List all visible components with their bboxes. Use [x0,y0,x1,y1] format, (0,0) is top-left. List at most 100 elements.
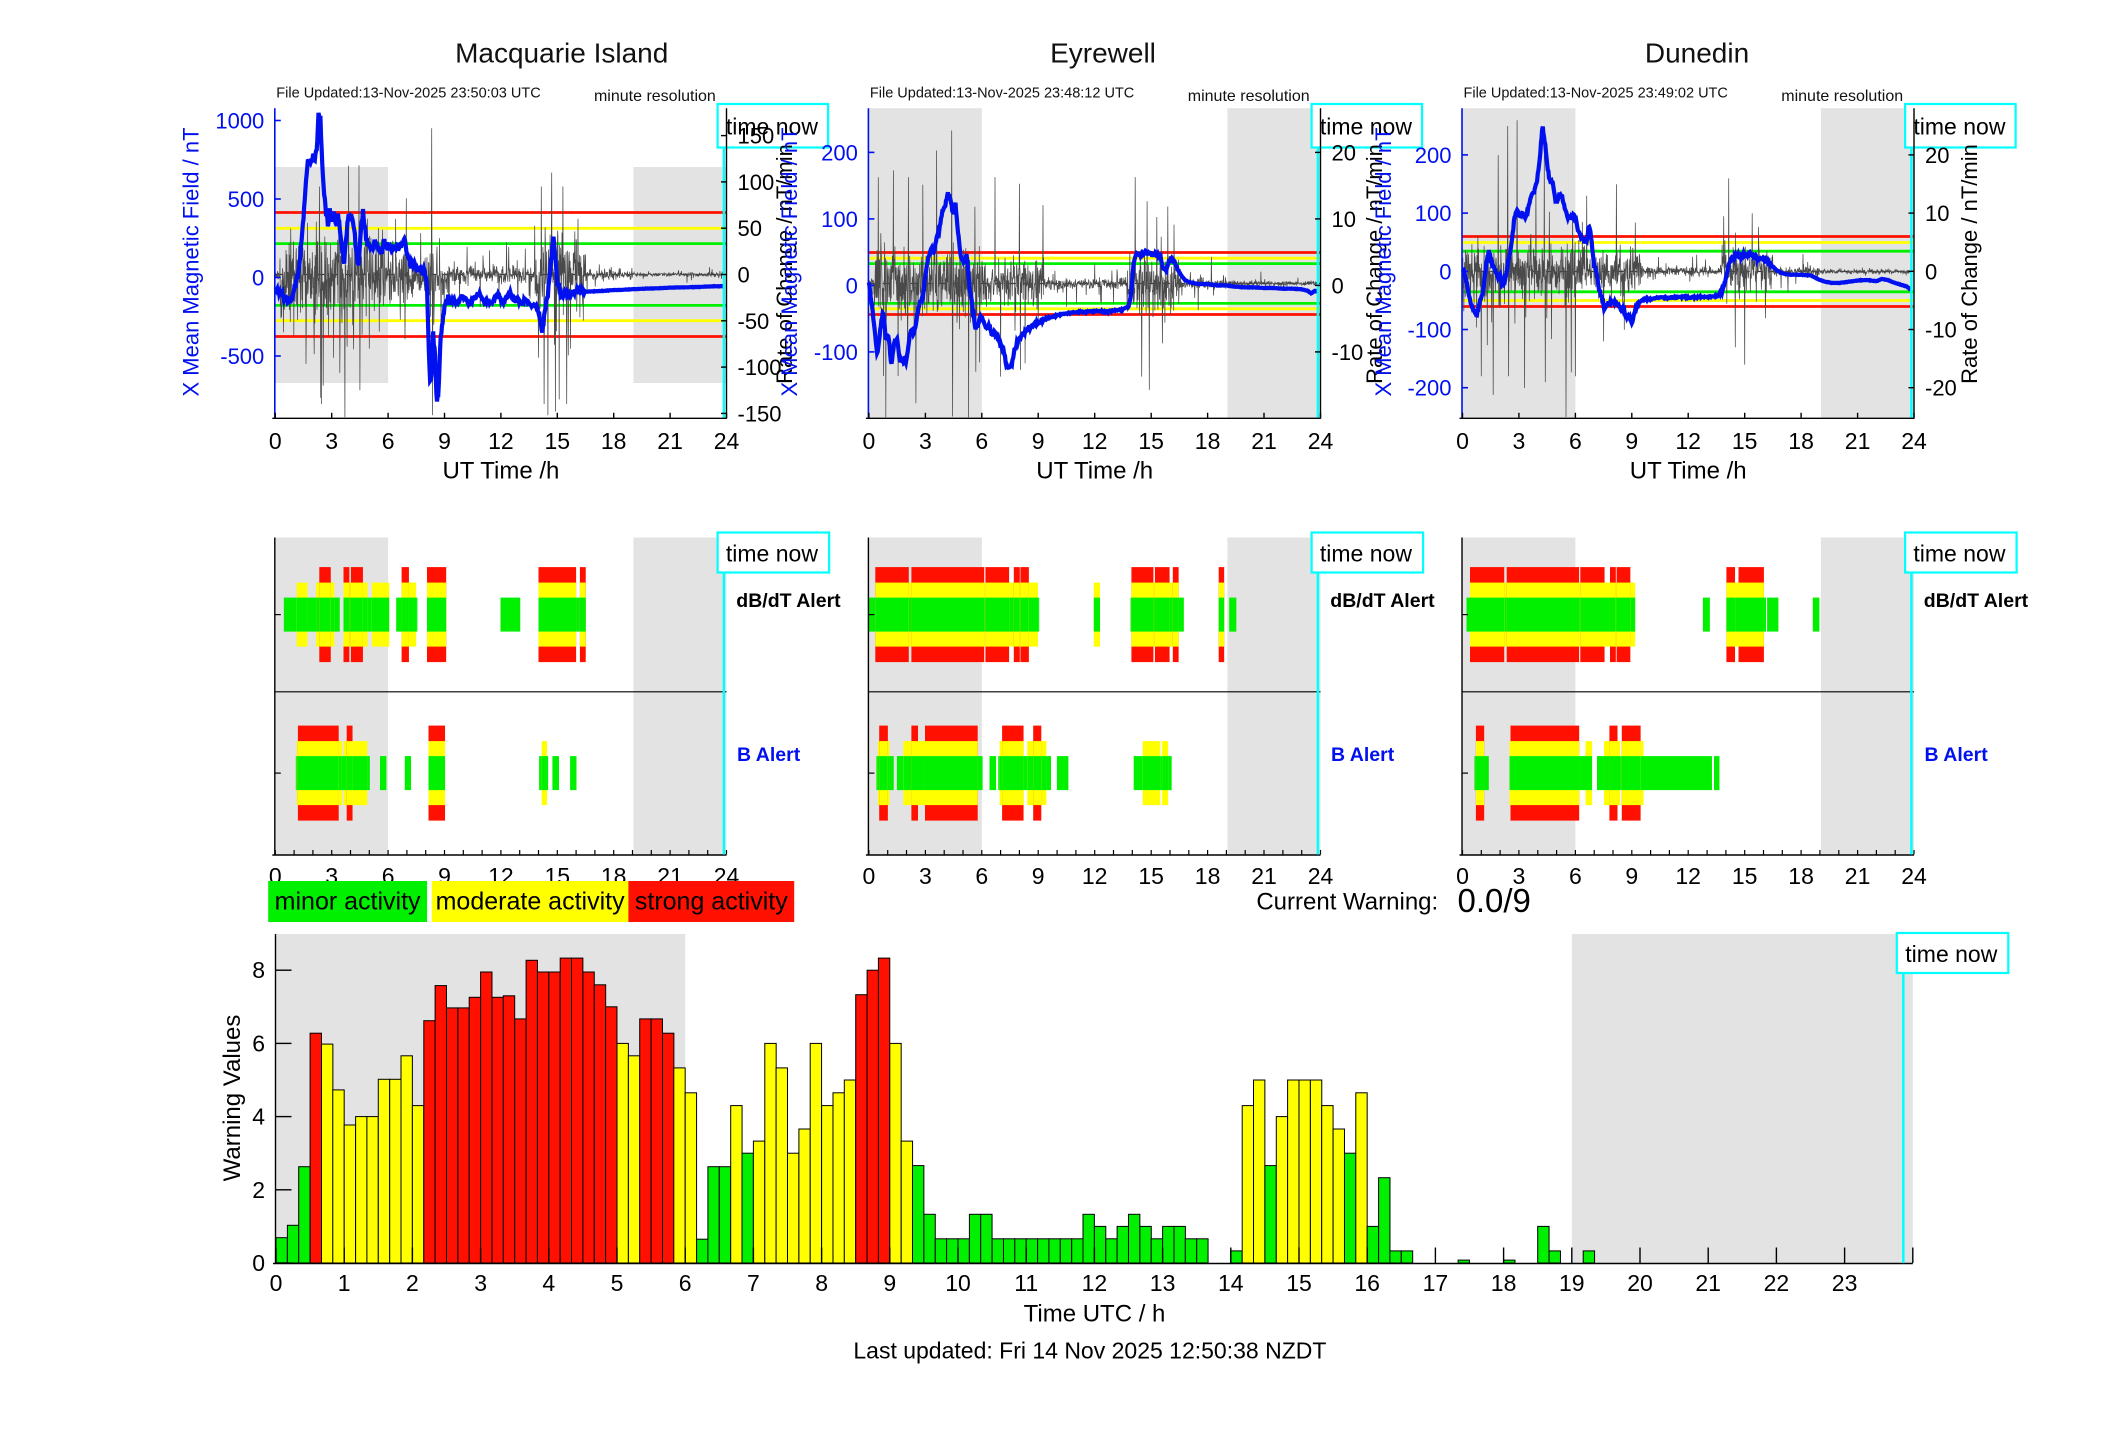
svg-text:0: 0 [1925,259,1937,284]
svg-text:dB/dT Alert: dB/dT Alert [1924,590,2029,612]
svg-text:50: 50 [738,216,762,241]
svg-text:15: 15 [545,428,571,454]
svg-text:0: 0 [846,273,858,298]
svg-text:minute resolution: minute resolution [1781,88,1903,105]
svg-text:12: 12 [488,428,514,454]
svg-text:500: 500 [228,187,265,212]
svg-text:9: 9 [1625,863,1638,889]
svg-text:time now: time now [726,541,818,567]
svg-text:15: 15 [1286,1270,1312,1296]
svg-text:-150: -150 [738,401,782,426]
svg-text:12: 12 [1082,428,1108,454]
svg-text:Eyrewell: Eyrewell [1050,37,1156,68]
svg-text:10: 10 [945,1270,971,1296]
svg-text:Warning Values: Warning Values [219,1015,246,1182]
svg-text:0.0/9: 0.0/9 [1458,882,1531,919]
svg-text:3: 3 [919,428,932,454]
svg-text:6: 6 [252,1030,265,1056]
svg-text:-10: -10 [1925,318,1957,343]
svg-text:200: 200 [821,140,858,165]
svg-text:-100: -100 [738,355,782,380]
svg-text:100: 100 [821,207,858,232]
svg-text:Rate of Change / nT/min: Rate of Change / nT/min [1362,144,1387,384]
svg-text:B Alert: B Alert [1925,744,1989,766]
svg-text:12: 12 [1675,428,1701,454]
svg-text:6: 6 [1569,863,1582,889]
svg-text:0: 0 [1456,863,1469,889]
svg-text:12: 12 [1082,1270,1108,1296]
svg-text:time now: time now [1320,114,1412,140]
svg-text:Rate of Change / nT/min: Rate of Change / nT/min [1957,144,1982,384]
svg-text:X Mean Magnetic Field / nT: X Mean Magnetic Field / nT [1371,127,1396,396]
svg-text:5: 5 [611,1270,624,1296]
svg-text:21: 21 [1695,1270,1721,1296]
svg-text:1: 1 [338,1270,351,1296]
svg-text:Current Warning:: Current Warning: [1256,889,1438,916]
svg-text:21: 21 [1251,428,1277,454]
svg-text:15: 15 [1732,428,1758,454]
svg-text:8: 8 [815,1270,828,1296]
svg-text:18: 18 [1195,863,1221,889]
svg-text:15: 15 [1732,863,1758,889]
svg-text:time now: time now [1905,941,1997,967]
svg-text:4: 4 [252,1104,265,1130]
svg-text:21: 21 [1251,863,1277,889]
svg-text:-500: -500 [220,344,264,369]
svg-text:9: 9 [883,1270,896,1296]
svg-text:22: 22 [1764,1270,1790,1296]
svg-text:3: 3 [474,1270,487,1296]
svg-text:Time UTC / h: Time UTC / h [1024,1300,1166,1327]
svg-text:minute resolution: minute resolution [594,88,716,105]
svg-text:21: 21 [657,428,683,454]
svg-text:2: 2 [406,1270,419,1296]
svg-text:18: 18 [1195,428,1221,454]
svg-text:0: 0 [252,1250,265,1276]
svg-text:0: 0 [269,428,282,454]
svg-text:-20: -20 [1925,376,1957,401]
svg-text:23: 23 [1832,1270,1858,1296]
svg-text:17: 17 [1423,1270,1449,1296]
svg-text:Dunedin: Dunedin [1645,37,1749,68]
svg-text:4: 4 [542,1270,555,1296]
svg-text:B Alert: B Alert [737,744,801,766]
svg-text:9: 9 [1032,428,1045,454]
svg-text:6: 6 [975,863,988,889]
svg-text:File Updated:13-Nov-2025 23:48: File Updated:13-Nov-2025 23:48:12 UTC [870,85,1134,101]
svg-text:200: 200 [1415,143,1452,168]
svg-text:21: 21 [1845,428,1871,454]
svg-text:6: 6 [382,428,395,454]
svg-text:0: 0 [1439,259,1451,284]
svg-text:100: 100 [1415,201,1452,226]
svg-text:18: 18 [1788,863,1814,889]
svg-text:9: 9 [1625,428,1638,454]
svg-text:3: 3 [919,863,932,889]
svg-text:7: 7 [747,1270,760,1296]
svg-text:18: 18 [601,428,627,454]
svg-text:dB/dT Alert: dB/dT Alert [1330,590,1435,612]
svg-text:-100: -100 [814,340,858,365]
svg-text:X Mean Magnetic Field / nT: X Mean Magnetic Field / nT [178,127,203,396]
svg-text:UT Time /h: UT Time /h [442,458,559,485]
svg-text:time now: time now [726,114,818,140]
svg-text:9: 9 [1032,863,1045,889]
svg-text:12: 12 [1675,863,1701,889]
svg-text:14: 14 [1218,1270,1244,1296]
svg-text:0: 0 [1456,428,1469,454]
svg-text:UT Time /h: UT Time /h [1036,458,1153,485]
svg-text:Rate of Change / nT/min: Rate of Change / nT/min [772,144,797,384]
svg-text:-10: -10 [1332,340,1364,365]
svg-text:150: 150 [738,124,775,149]
svg-text:24: 24 [714,428,740,454]
svg-text:Last updated: Fri 14 Nov 2025: Last updated: Fri 14 Nov 2025 12:50:38 N… [853,1338,1326,1364]
svg-text:B Alert: B Alert [1331,744,1395,766]
svg-text:15: 15 [1138,863,1164,889]
svg-text:12: 12 [1082,863,1108,889]
svg-text:24: 24 [1308,428,1334,454]
svg-text:6: 6 [1569,428,1582,454]
svg-text:18: 18 [1788,428,1814,454]
svg-text:16: 16 [1354,1270,1380,1296]
svg-text:0: 0 [1332,273,1344,298]
svg-text:20: 20 [1332,140,1356,165]
svg-text:-200: -200 [1407,376,1451,401]
svg-text:10: 10 [1925,201,1949,226]
